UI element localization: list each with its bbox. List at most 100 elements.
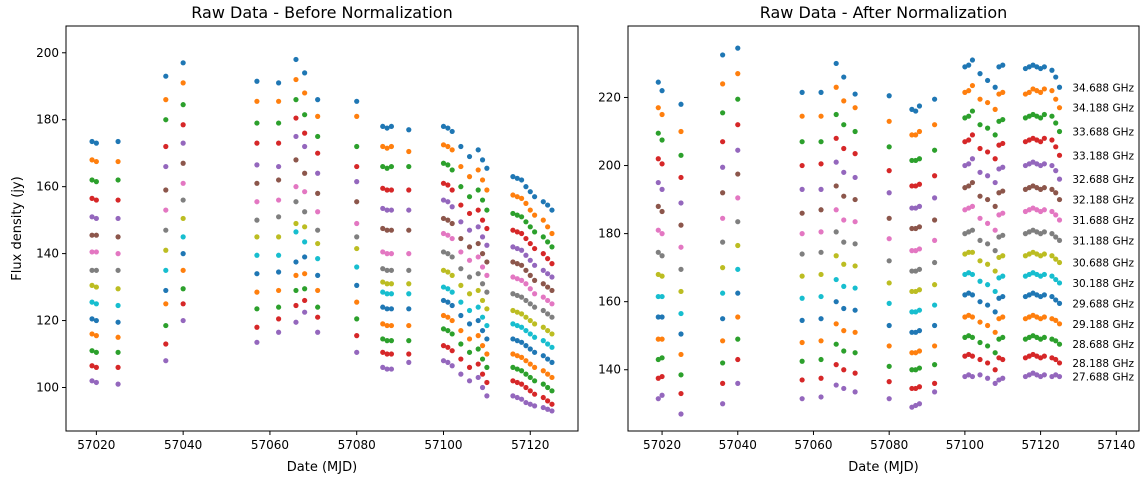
data-point: [254, 180, 260, 186]
data-point: [475, 361, 481, 367]
data-point: [510, 336, 516, 342]
data-point: [799, 231, 805, 237]
data-point: [886, 379, 892, 385]
data-point: [449, 348, 455, 354]
data-point: [315, 170, 321, 176]
data-point: [440, 249, 447, 255]
left-axes: 57020 57040 57060 57080 57100 57120 100 120 140 1…: [36, 46, 549, 452]
data-point: [984, 220, 991, 226]
data-point: [388, 187, 395, 193]
data-point: [1049, 293, 1055, 300]
data-point: [354, 179, 360, 185]
x-tick-label: 57120: [511, 438, 549, 452]
data-point: [449, 302, 455, 309]
data-point: [909, 350, 915, 356]
data-point: [293, 199, 299, 205]
data-point: [852, 241, 858, 247]
data-point: [916, 401, 923, 407]
data-point: [514, 261, 520, 267]
data-point: [992, 367, 998, 373]
data-point: [475, 224, 481, 230]
data-point: [514, 245, 520, 252]
data-point: [1053, 74, 1059, 80]
data-point: [293, 157, 299, 163]
data-point: [1041, 185, 1047, 191]
data-point: [532, 364, 538, 370]
series-label: 28.688 GHz: [1072, 339, 1134, 351]
data-point: [932, 362, 938, 368]
data-point: [510, 393, 516, 399]
data-point: [532, 304, 538, 310]
data-point: [966, 88, 972, 94]
data-point: [484, 259, 490, 265]
data-point: [799, 210, 805, 216]
data-point: [484, 289, 490, 295]
data-point: [479, 234, 486, 240]
series-label: 30.688 GHz: [1072, 258, 1134, 270]
data-point: [440, 160, 447, 166]
data-point: [932, 96, 938, 102]
data-point: [545, 256, 551, 262]
data-point: [458, 371, 464, 377]
data-point: [799, 396, 805, 402]
data-point: [655, 156, 661, 162]
data-point: [466, 307, 473, 314]
data-point: [886, 168, 892, 174]
data-point: [510, 192, 516, 198]
data-point: [523, 235, 529, 242]
data-point: [115, 381, 121, 387]
data-point: [886, 258, 892, 264]
data-point: [449, 272, 455, 278]
data-point: [659, 137, 665, 143]
data-point: [916, 365, 923, 371]
data-point: [799, 186, 805, 192]
data-point: [514, 229, 520, 235]
data-point: [180, 301, 186, 307]
data-point: [440, 142, 447, 148]
data-point: [833, 159, 839, 165]
data-point: [532, 349, 538, 355]
data-point: [514, 379, 520, 386]
data-point: [479, 297, 486, 304]
data-point: [655, 105, 661, 111]
data-point: [659, 111, 665, 118]
data-point: [532, 277, 538, 283]
data-point: [445, 286, 451, 292]
data-point: [1000, 210, 1006, 216]
data-point: [532, 378, 538, 384]
data-point: [115, 177, 121, 183]
data-point: [735, 45, 741, 51]
data-point: [89, 316, 95, 322]
data-point: [315, 304, 321, 310]
data-point: [449, 235, 455, 242]
right-panel: Raw Data - After Normalization 34.688 GH…: [598, 3, 1140, 475]
data-point: [886, 118, 892, 124]
data-point: [852, 219, 858, 225]
data-point: [475, 304, 481, 310]
data-point: [475, 287, 481, 294]
data-point: [380, 225, 386, 232]
data-point: [735, 219, 741, 225]
data-point: [886, 300, 892, 306]
y-tick-label: 200: [598, 159, 621, 173]
data-point: [89, 157, 95, 163]
data-point: [380, 163, 386, 170]
data-point: [545, 224, 551, 230]
data-point: [932, 380, 938, 386]
data-point: [799, 317, 805, 323]
data-point: [735, 242, 741, 249]
data-point: [1041, 229, 1047, 235]
data-point: [302, 254, 308, 260]
data-point: [254, 78, 260, 84]
data-point: [406, 187, 412, 193]
data-point: [909, 183, 915, 189]
data-point: [992, 156, 998, 162]
data-point: [458, 327, 464, 334]
data-point: [466, 244, 473, 250]
data-point: [984, 302, 991, 308]
series-label: 29.688 GHz: [1072, 298, 1134, 310]
data-point: [833, 321, 839, 327]
data-point: [540, 368, 546, 374]
data-point: [380, 249, 386, 255]
data-point: [720, 265, 726, 271]
